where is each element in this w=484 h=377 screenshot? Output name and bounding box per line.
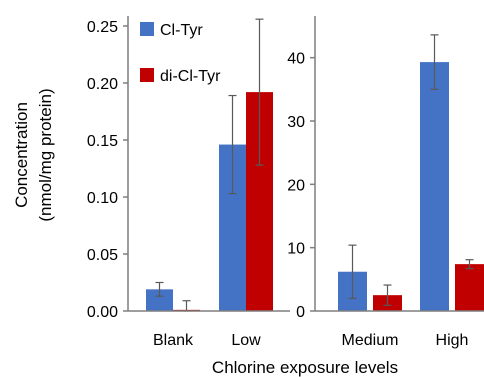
- legend-swatch-cl-tyr: [140, 22, 154, 36]
- right-x-tick-label-medium: Medium: [342, 332, 399, 349]
- right-panel: Medium High 0 10 20 30 40: [287, 16, 484, 349]
- legend-label-cl-tyr: Cl-Tyr: [160, 22, 203, 39]
- legend: Cl-Tyr di-Cl-Tyr: [140, 22, 221, 85]
- left-panel-marks: Blank Low 0.00 0.05 0.10 0.15 0.20 0.25: [87, 16, 290, 349]
- legend-swatch-di-cl-tyr: [140, 68, 154, 82]
- y-axis-title-line-1: Concentration: [12, 102, 31, 208]
- right-panel-marks: Medium High 0 10 20 30 40: [287, 16, 484, 349]
- left-x-tick-label-low: Low: [231, 332, 261, 349]
- left-y-tick-label: 0.20: [87, 76, 118, 93]
- left-bar-blank-cl-tyr: [146, 289, 173, 311]
- y-axis-title-line-2: (nmol/mg protein): [36, 88, 55, 221]
- left-y-tick-label: 0.05: [87, 247, 118, 264]
- right-error-bar-medium-di-cl-tyr: [383, 284, 392, 306]
- left-y-tick-label: 0.10: [87, 190, 118, 207]
- left-error-bar-blank-cl-tyr: [155, 281, 164, 297]
- left-y-tick-label: 0.00: [87, 304, 118, 321]
- right-y-tick-label: 40: [287, 51, 305, 68]
- right-y-tick-label: 30: [287, 114, 305, 131]
- right-y-tick-label: 0: [296, 304, 305, 321]
- left-error-bar-blank-di-cl-tyr: [182, 300, 191, 312]
- left-y-tick-label: 0.15: [87, 133, 118, 150]
- left-error-bar-low-cl-tyr: [228, 94, 237, 195]
- legend-label-di-cl-tyr: di-Cl-Tyr: [160, 68, 221, 85]
- right-bar-high-di-cl-tyr: [455, 264, 484, 311]
- right-error-bar-medium-cl-tyr: [348, 244, 357, 299]
- right-x-tick-label-high: High: [436, 332, 469, 349]
- x-axis-title: Chlorine exposure levels: [212, 358, 398, 377]
- right-bar-high-cl-tyr: [420, 62, 449, 311]
- left-x-tick-label-blank: Blank: [153, 332, 194, 349]
- right-error-bar-high-di-cl-tyr: [465, 259, 474, 270]
- right-y-tick-label: 20: [287, 177, 305, 194]
- left-panel: Blank Low 0.00 0.05 0.10 0.15 0.20 0.25: [87, 16, 290, 349]
- right-y-tick-label: 10: [287, 241, 305, 258]
- right-error-bar-high-cl-tyr: [430, 34, 439, 90]
- left-error-bar-low-di-cl-tyr: [255, 18, 264, 166]
- left-y-tick-label: 0.25: [87, 19, 118, 36]
